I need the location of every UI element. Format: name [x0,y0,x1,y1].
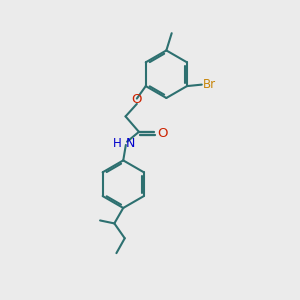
Text: O: O [132,93,142,106]
Text: N: N [126,137,135,150]
Text: H: H [113,137,122,150]
Text: Br: Br [203,78,216,91]
Text: O: O [157,127,167,140]
